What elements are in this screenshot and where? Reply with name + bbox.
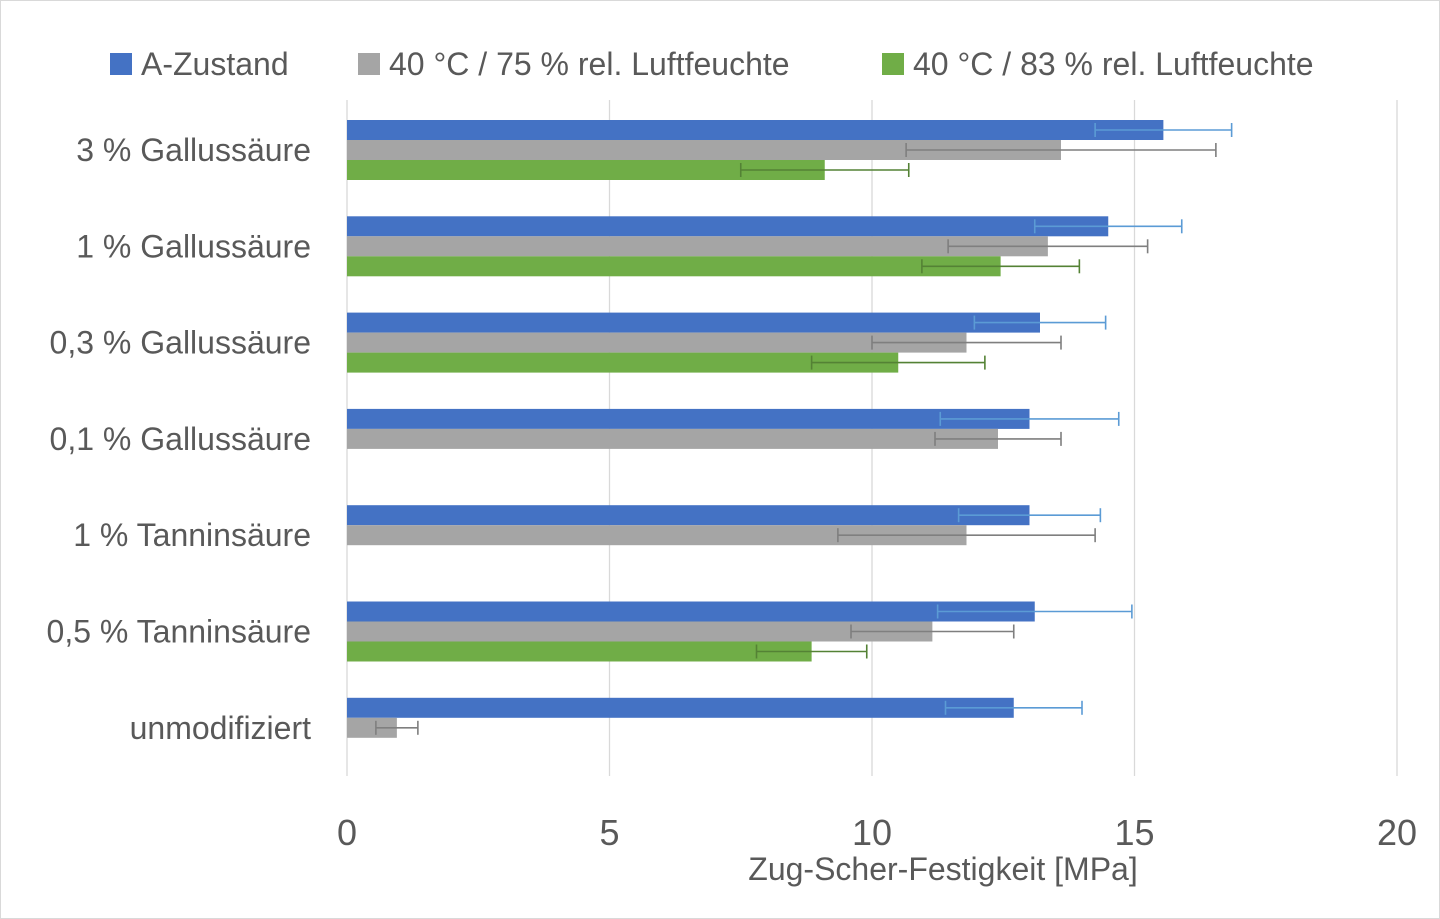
legend-swatch	[358, 53, 380, 75]
error-bars	[375, 123, 1233, 735]
bar	[347, 352, 899, 373]
category-label: 0,5 % Tanninsäure	[47, 614, 311, 650]
x-tick-label: 5	[599, 812, 619, 853]
bar	[347, 120, 1164, 140]
x-tick-label: 10	[852, 812, 892, 853]
legend-label: A-Zustand	[141, 46, 289, 82]
category-label: 0,1 % Gallussäure	[50, 421, 311, 457]
bar	[347, 505, 1030, 526]
x-axis-title: Zug-Scher-Festigkeit [MPa]	[748, 851, 1137, 887]
category-label: 1 % Tanninsäure	[73, 517, 311, 553]
bar	[347, 717, 397, 738]
legend-label: 40 °C / 75 % rel. Luftfeuchte	[389, 46, 790, 82]
x-tick-label: 0	[337, 812, 357, 853]
bar	[347, 332, 967, 353]
bar	[347, 621, 933, 642]
legend-swatch	[882, 53, 904, 75]
category-label: 3 % Gallussäure	[76, 132, 311, 168]
category-label: unmodifiziert	[130, 710, 312, 746]
bar	[347, 525, 967, 546]
bars	[347, 120, 1164, 738]
bar	[347, 140, 1061, 160]
bar	[347, 641, 812, 662]
bar	[347, 160, 825, 180]
bar	[347, 216, 1109, 237]
bar	[347, 428, 998, 449]
legend-swatch	[110, 53, 132, 75]
bar	[347, 256, 1001, 277]
category-label: 1 % Gallussäure	[76, 228, 311, 264]
x-tick-label: 15	[1114, 812, 1154, 853]
x-tick-label: 20	[1377, 812, 1417, 853]
legend-label: 40 °C / 83 % rel. Luftfeuchte	[913, 46, 1314, 82]
category-labels: 3 % Gallussäure 1 % Gallussäure 0,3 % Gall…	[47, 132, 312, 746]
bar	[347, 697, 1014, 718]
bar	[347, 408, 1030, 429]
x-tick-labels: 0 5 10 15 20	[337, 812, 1417, 853]
bar	[347, 312, 1040, 333]
bar	[347, 236, 1048, 257]
legend: A-Zustand 40 °C / 75 % rel. Luftfeuchte 40…	[110, 46, 1314, 82]
bar	[347, 601, 1035, 622]
category-label: 0,3 % Gallussäure	[50, 325, 311, 361]
